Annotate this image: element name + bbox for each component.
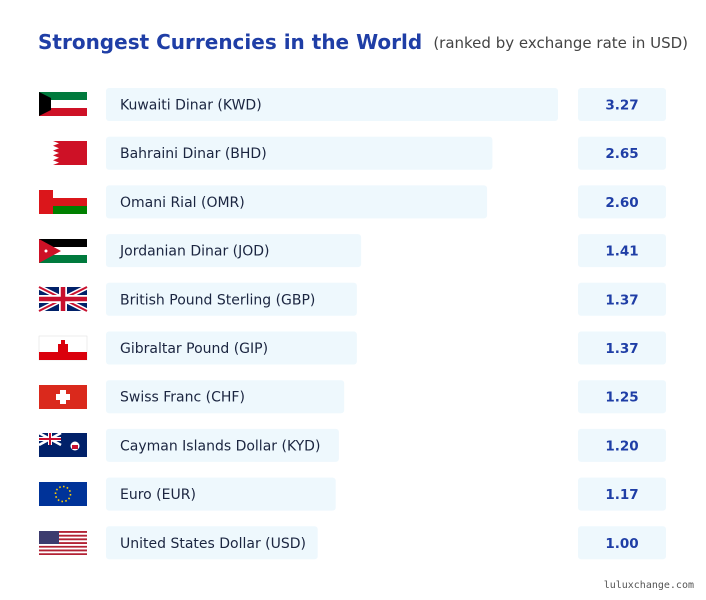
value-box (578, 136, 666, 170)
bar (106, 282, 357, 316)
flag-jordan (39, 239, 87, 263)
chart-heading: Strongest Currencies in the World (ranke… (38, 30, 688, 54)
value-label: 1.41 (605, 244, 638, 260)
category-label: Omani Rial (OMR) (120, 195, 245, 211)
value-box (578, 282, 666, 316)
bar (106, 526, 318, 560)
bar (106, 185, 488, 219)
category-label: British Pound Sterling (GBP) (120, 292, 315, 308)
bar (106, 380, 345, 414)
value-label: 1.00 (605, 536, 638, 552)
category-label: Cayman Islands Dollar (KYD) (120, 438, 320, 454)
bar (106, 331, 357, 365)
flags (37, 92, 89, 555)
category-label: Euro (EUR) (120, 487, 196, 503)
chart-title: Strongest Currencies in the World (38, 30, 422, 54)
value-label: 1.25 (605, 390, 638, 406)
value-box (578, 88, 666, 121)
bar (106, 234, 362, 268)
value-label: 2.60 (605, 195, 638, 211)
watermark: luluxchange.com (604, 580, 694, 591)
value-box (578, 526, 666, 560)
value-label: 1.17 (605, 487, 638, 503)
category-label: United States Dollar (USD) (120, 536, 306, 552)
value-box (578, 428, 666, 462)
flag-eu (39, 482, 87, 506)
flag-gibraltar (38, 335, 88, 361)
value-label: 1.20 (605, 438, 638, 454)
bar (106, 136, 493, 170)
bar (106, 88, 558, 121)
bar (106, 477, 336, 511)
flag-switzerland (39, 385, 87, 409)
flag-usa (39, 531, 87, 555)
category-label: Kuwaiti Dinar (KWD) (120, 98, 262, 114)
flag-oman (39, 190, 87, 214)
value-label: 3.27 (605, 98, 638, 114)
value-box (578, 331, 666, 365)
category-label: Gibraltar Pound (GIP) (120, 341, 268, 357)
chart-subtitle: (ranked by exchange rate in USD) (433, 34, 688, 52)
value-box (578, 477, 666, 511)
value-label: 1.37 (605, 292, 638, 308)
value-box (578, 234, 666, 268)
category-label: Swiss Franc (CHF) (120, 390, 245, 406)
flag-bahrain (39, 141, 87, 165)
flag-uk (37, 284, 89, 314)
value-box (578, 185, 666, 219)
flag-cayman (38, 431, 87, 457)
value-box (578, 380, 666, 414)
bar (106, 428, 339, 462)
value-label: 2.65 (605, 146, 638, 162)
category-label: Jordanian Dinar (JOD) (119, 244, 270, 260)
category-label: Bahraini Dinar (BHD) (120, 146, 267, 162)
flag-kuwait (39, 92, 87, 116)
value-label: 1.37 (605, 341, 638, 357)
